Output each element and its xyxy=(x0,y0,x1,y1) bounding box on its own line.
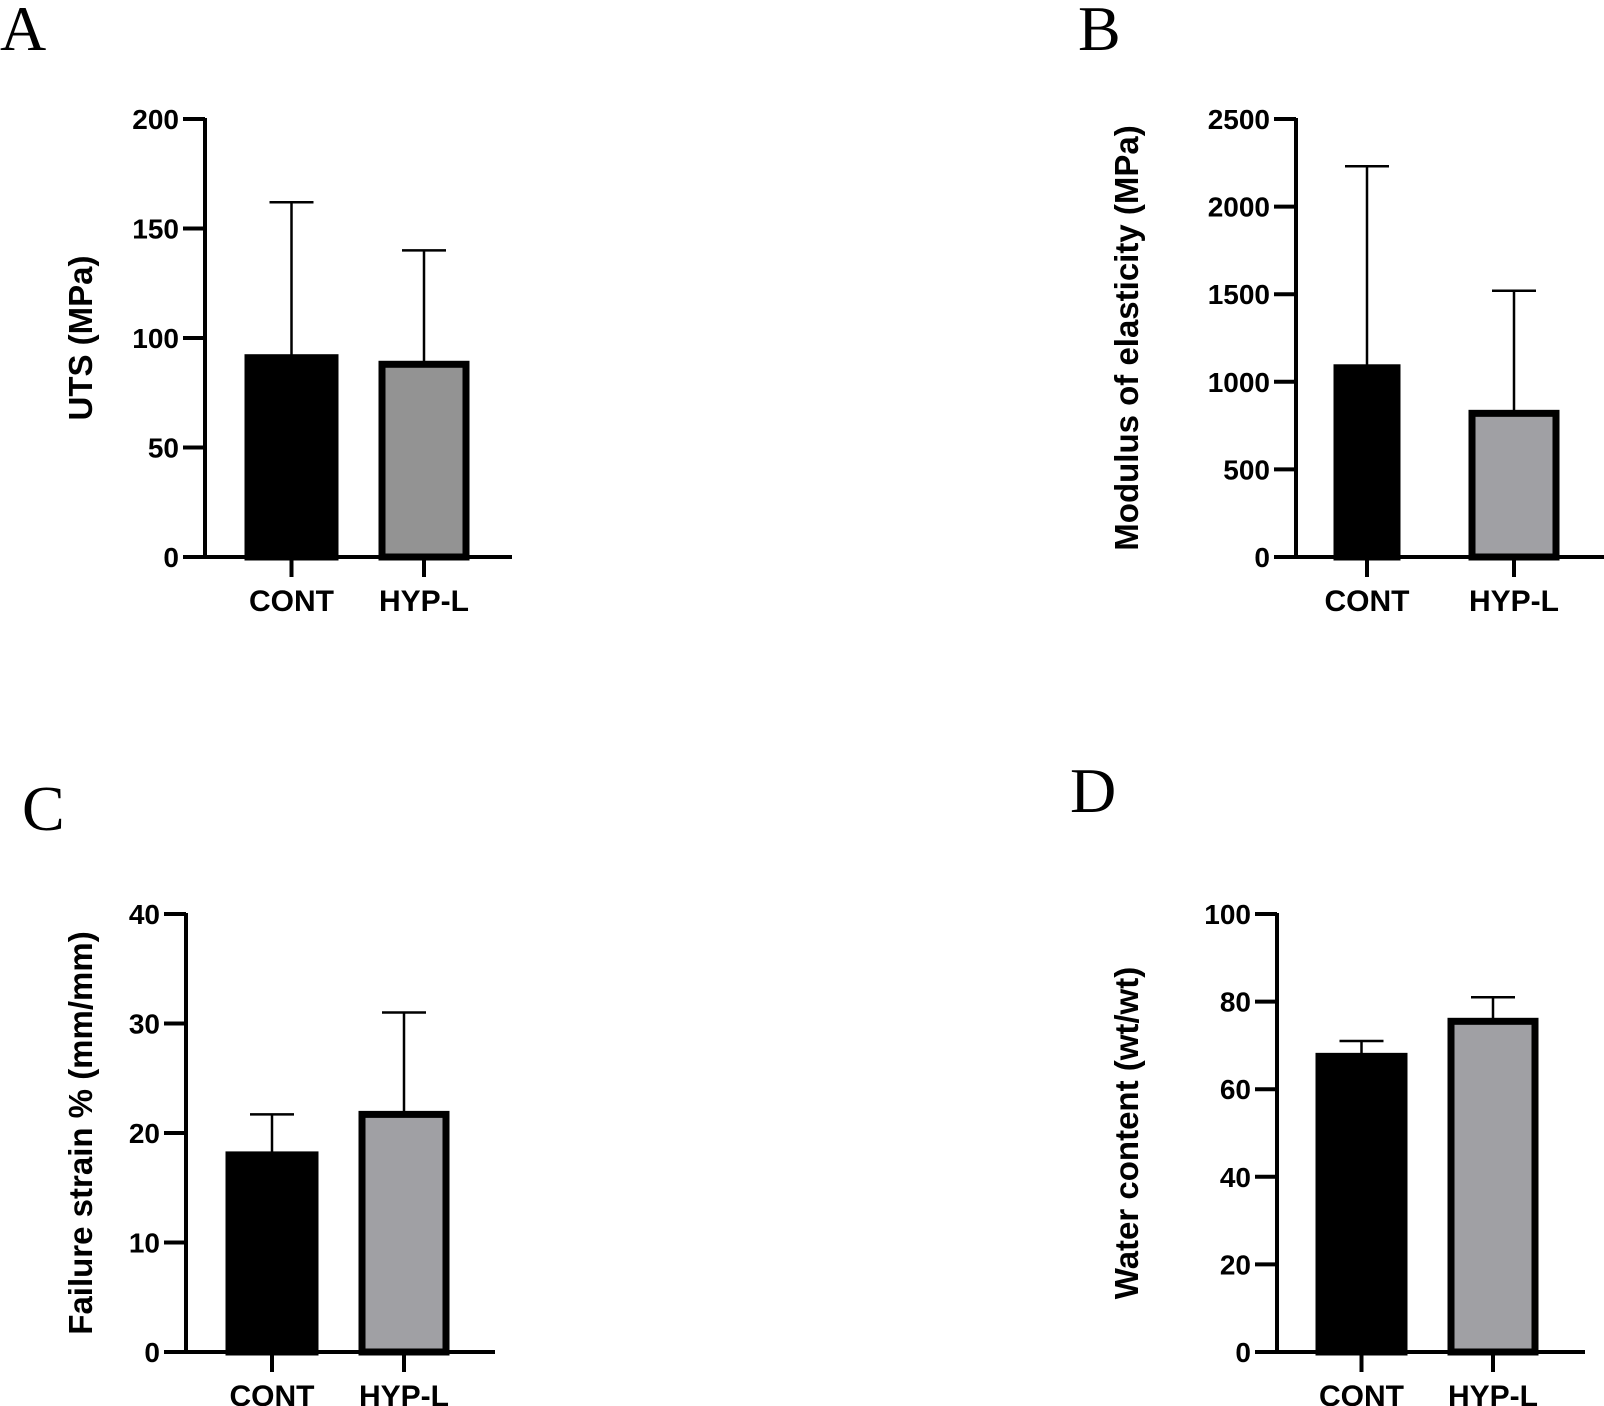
panel-c-x-tick-label: CONT xyxy=(230,1380,315,1406)
panel-b-y-tick-label: 2500 xyxy=(1208,104,1270,135)
panel-b-x-tick-label: HYP-L xyxy=(1469,585,1559,618)
panel-a-x-tick-label: CONT xyxy=(249,585,334,618)
panel-a-bar-cont xyxy=(244,354,339,561)
panel-b-y-tick-label: 1500 xyxy=(1208,279,1270,310)
panel-b-letter: B xyxy=(1078,0,1121,64)
panel-c-y-axis-title: Failure strain % (mm/mm) xyxy=(62,931,99,1334)
panel-a-y-tick-label: 50 xyxy=(148,433,179,464)
panel-a-y-axis-title: UTS (MPa) xyxy=(62,256,99,421)
panel-c-y-tick-label: 30 xyxy=(129,1009,160,1040)
panel-d-y-tick-label: 40 xyxy=(1220,1162,1251,1193)
panel-c-y-tick-label: 40 xyxy=(129,899,160,930)
panel-d-bar-cont xyxy=(1315,1052,1408,1356)
panel-d-y-tick-label: 20 xyxy=(1220,1249,1251,1280)
panel-c-y-tick-label: 0 xyxy=(144,1337,160,1368)
panel-d-y-axis-title: Water content (wt/wt) xyxy=(1108,967,1145,1299)
panel-d-x-tick-label: HYP-L xyxy=(1448,1380,1538,1406)
panel-a-y-tick-label: 0 xyxy=(163,542,179,573)
panel-d-x-tick-label: CONT xyxy=(1319,1380,1404,1406)
panel-a-x-tick-label: HYP-L xyxy=(379,585,469,618)
panel-d-y-tick-label: 80 xyxy=(1220,987,1251,1018)
panel-b-y-tick-label: 2000 xyxy=(1208,192,1270,223)
panel-d-y-tick-label: 100 xyxy=(1204,899,1251,930)
panel-b-bar-hyp-l xyxy=(1468,409,1560,561)
panel-c-letter: C xyxy=(22,773,65,844)
panel-b-y-tick-label: 500 xyxy=(1223,454,1270,485)
panel-a-y-tick-label: 200 xyxy=(132,104,179,135)
panel-b-x-tick-label: CONT xyxy=(1325,585,1410,618)
panel-d: D 0 20 40 60 80 100 CONT HYP-L Water content (wt… xyxy=(1070,755,1585,1406)
panel-a-y-tick-label: 100 xyxy=(132,323,179,354)
panel-c-bar-hyp-l xyxy=(358,1110,450,1356)
panel-d-letter: D xyxy=(1070,755,1116,826)
panel-c: C 0 10 20 30 40 CONT HYP-L Failure strain % (mm… xyxy=(22,773,495,1406)
panel-c-y-tick-label: 10 xyxy=(129,1228,160,1259)
panel-d-bar-hyp-l xyxy=(1447,1017,1539,1356)
panel-b: B 0 500 1000 1500 2000 2500 CONT HYP-L Modulus o… xyxy=(1078,0,1604,618)
panel-a-letter: A xyxy=(0,0,46,64)
panel-d-y-tick-label: 60 xyxy=(1220,1074,1251,1105)
panel-a-bar-hyp-l xyxy=(378,360,470,561)
panel-b-y-axis-title: Modulus of elasticity (MPa) xyxy=(1108,125,1145,550)
panel-a: A 0 50 100 150 200 CONT HYP-L UTS (MPa) xyxy=(0,0,512,618)
panel-c-x-tick-label: HYP-L xyxy=(359,1380,449,1406)
panel-c-y-tick-label: 20 xyxy=(129,1118,160,1149)
panel-b-y-tick-label: 0 xyxy=(1254,542,1270,573)
panel-b-y-tick-label: 1000 xyxy=(1208,367,1270,398)
panel-a-y-tick-label: 150 xyxy=(132,214,179,245)
panel-d-y-tick-label: 0 xyxy=(1235,1337,1251,1368)
panel-c-bar-cont xyxy=(225,1151,319,1356)
panel-b-bar-cont xyxy=(1333,364,1401,561)
